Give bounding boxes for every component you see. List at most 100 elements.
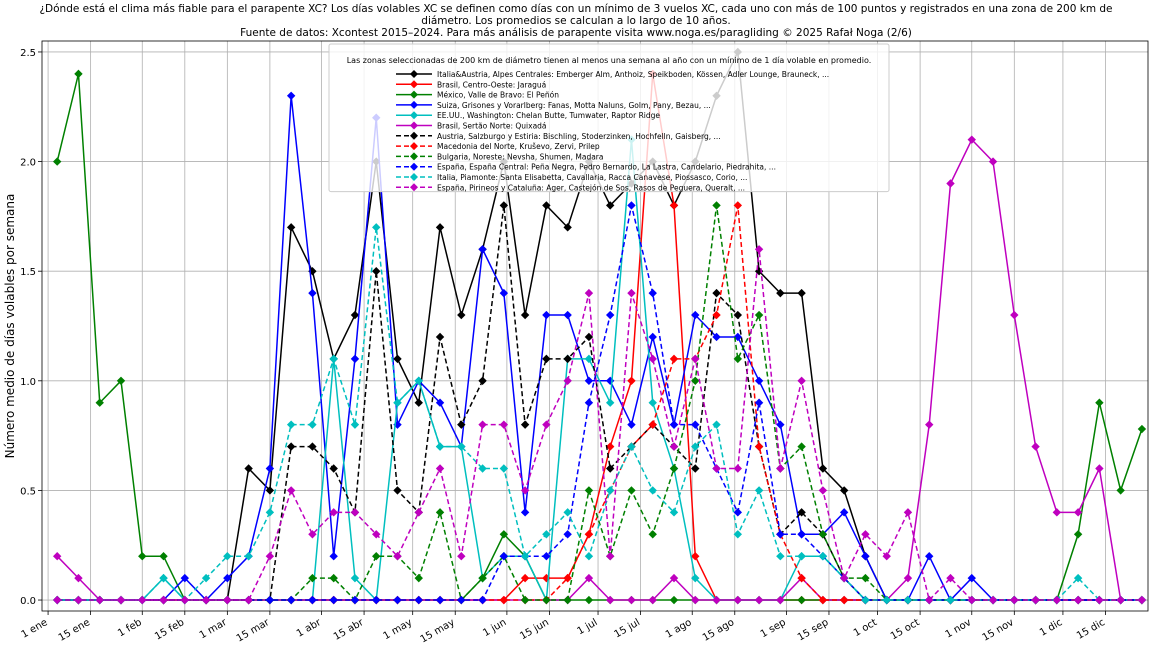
data-point — [244, 595, 253, 605]
series-line — [57, 205, 1142, 602]
series — [52, 201, 1147, 605]
data-point — [520, 595, 530, 605]
data-point — [435, 398, 445, 407]
data-point — [478, 595, 487, 605]
data-point — [903, 508, 913, 517]
data-point — [754, 442, 764, 451]
data-point — [308, 420, 317, 429]
data-point — [946, 179, 955, 188]
data-point — [542, 354, 551, 364]
data-point — [478, 245, 487, 254]
data-point — [95, 398, 104, 407]
data-point — [520, 486, 530, 495]
data-point — [712, 332, 721, 342]
x-tick-label: 1 jul — [575, 617, 599, 637]
series — [52, 135, 1147, 605]
data-point — [542, 595, 551, 605]
data-point — [265, 551, 275, 561]
data-point — [733, 354, 743, 364]
data-point — [967, 573, 976, 583]
data-point — [52, 595, 62, 605]
legend-marker — [410, 121, 418, 130]
data-point — [627, 376, 636, 386]
data-point — [648, 354, 657, 364]
series — [52, 135, 1147, 605]
data-point — [733, 508, 743, 517]
data-point — [1010, 310, 1019, 320]
data-point — [733, 201, 743, 210]
data-point — [372, 551, 381, 561]
data-point — [691, 551, 700, 561]
data-point — [457, 420, 466, 429]
data-point — [435, 508, 445, 517]
x-tick-label: 15 sep — [796, 617, 831, 643]
data-point — [648, 486, 657, 495]
data-point — [542, 551, 551, 561]
data-point — [691, 595, 700, 605]
data-point — [669, 573, 679, 583]
data-point — [627, 201, 636, 210]
legend-label: EE.UU., Washington: Chelan Butte, Tumwat… — [437, 111, 660, 120]
data-point — [478, 420, 487, 429]
data-point — [776, 464, 785, 473]
data-point — [839, 508, 849, 517]
legend-label: México, Valle de Bravo: El Peñón — [437, 91, 559, 100]
data-point — [457, 442, 466, 451]
data-point — [520, 551, 530, 561]
legend-marker — [410, 173, 418, 181]
data-point — [797, 551, 806, 561]
data-point — [329, 551, 338, 561]
legend-marker — [410, 70, 418, 78]
data-point — [499, 420, 509, 429]
data-point — [542, 310, 551, 320]
x-tick-label: 15 jul — [612, 617, 642, 640]
data-point — [329, 354, 338, 364]
data-point — [797, 442, 806, 451]
legend: Las zonas seleccionadas de 200 km de diá… — [328, 43, 890, 193]
legend-box — [328, 43, 890, 193]
data-point — [116, 595, 126, 605]
data-point — [1073, 508, 1083, 517]
data-point — [478, 464, 487, 473]
data-point — [116, 376, 126, 386]
data-point — [691, 464, 700, 473]
data-point — [584, 288, 594, 298]
data-point — [733, 595, 743, 605]
data-point — [478, 376, 487, 386]
data-point — [372, 223, 381, 232]
data-point — [627, 486, 636, 495]
data-point — [308, 595, 317, 605]
data-point — [414, 573, 423, 583]
data-point — [818, 530, 828, 539]
data-point — [286, 223, 296, 232]
data-point — [584, 595, 594, 605]
data-point — [669, 420, 679, 429]
data-point — [584, 332, 594, 342]
data-point — [563, 508, 572, 517]
data-point — [350, 508, 360, 517]
data-point — [733, 464, 743, 473]
legend-marker — [410, 183, 418, 192]
data-point — [648, 332, 657, 342]
data-point — [733, 310, 743, 320]
data-point — [244, 551, 253, 561]
data-point — [414, 595, 423, 605]
y-tick-label: 2.5 — [20, 48, 36, 59]
series-line — [57, 205, 1142, 601]
data-point — [542, 201, 551, 210]
series — [52, 201, 1147, 605]
data-point — [329, 573, 338, 583]
legend-label: Suiza, Grisones y Vorarlberg: Fanas, Mot… — [437, 101, 711, 110]
data-point — [286, 420, 296, 429]
data-point — [563, 530, 572, 539]
data-point — [839, 595, 849, 605]
legend-label: Austria, Salzburgo y Estiria: Bischling,… — [437, 132, 721, 141]
data-point — [520, 573, 530, 583]
data-point — [1052, 595, 1062, 605]
data-point — [74, 595, 83, 605]
x-tick-label: 15 mar — [235, 617, 272, 645]
data-point — [627, 595, 636, 605]
x-tick-label: 15 jun — [518, 617, 551, 642]
data-point — [712, 595, 721, 605]
